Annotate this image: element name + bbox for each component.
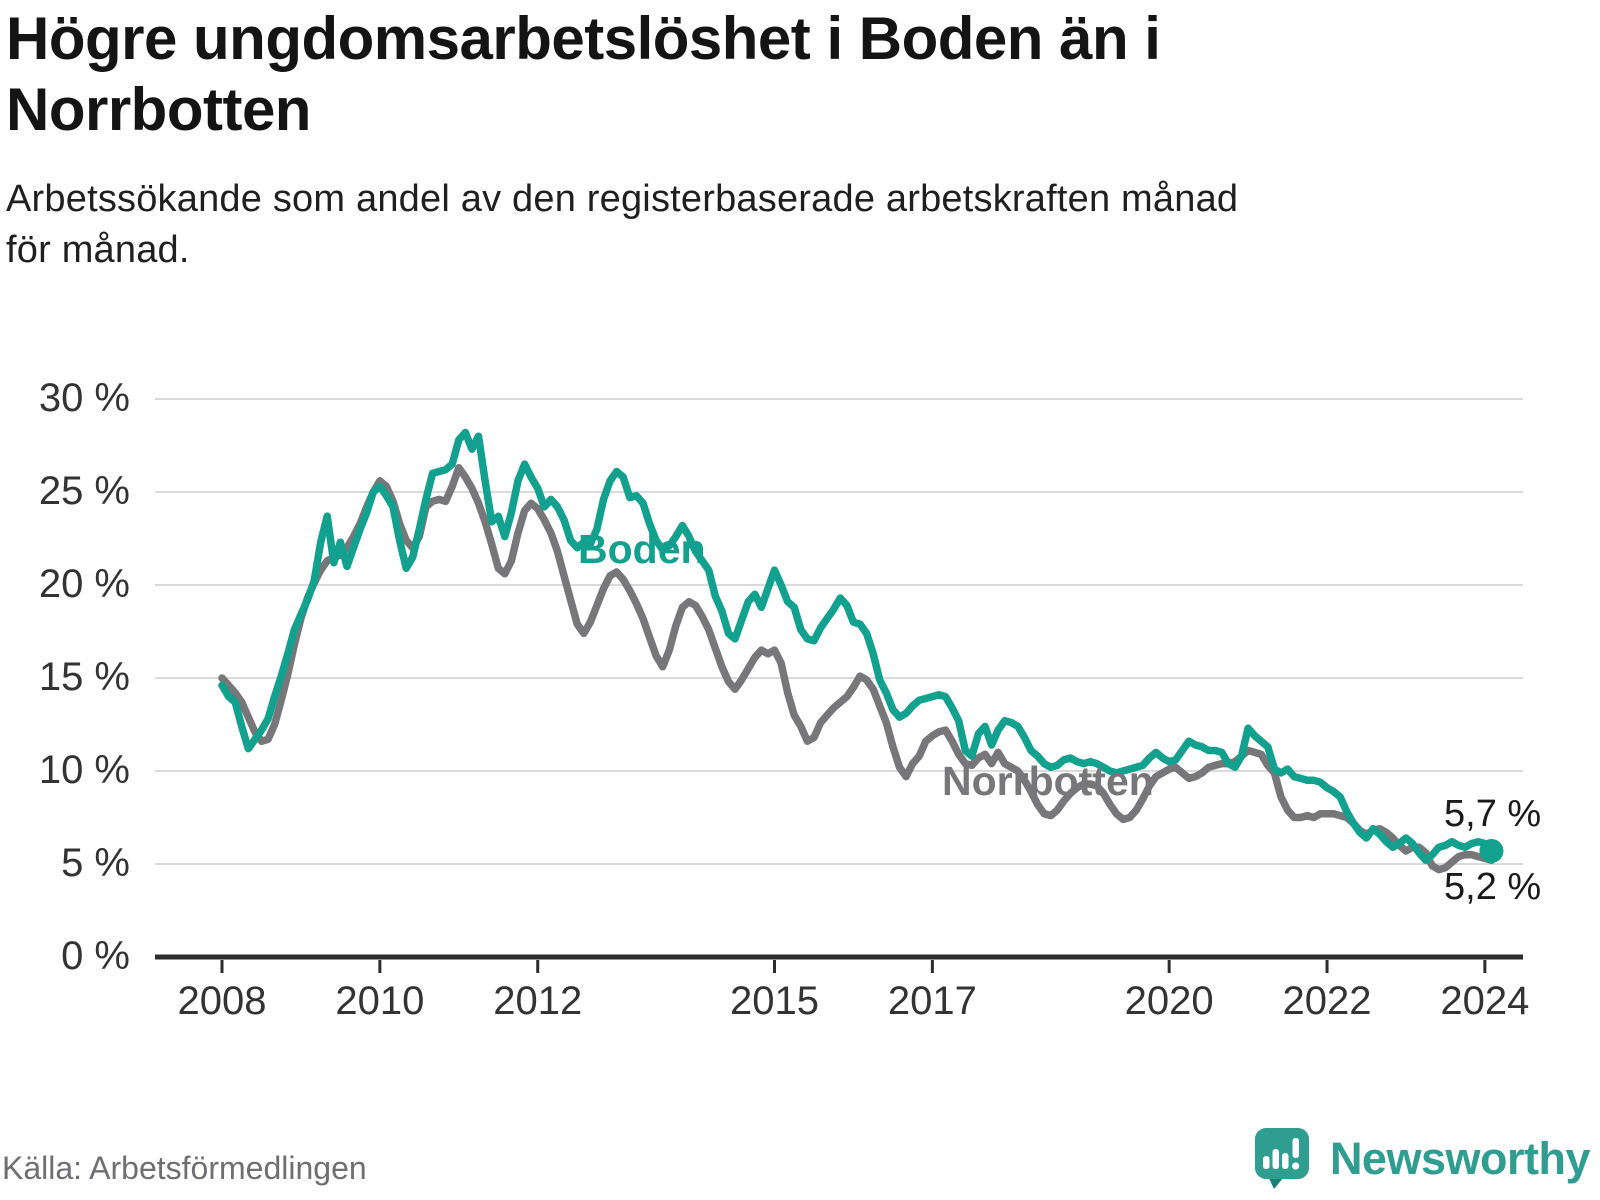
- x-tick-label: 2020: [1124, 979, 1214, 1023]
- y-tick-label: 25 %: [38, 469, 130, 513]
- series-label-norrbotten: Norrbotten: [942, 758, 1154, 804]
- y-tick-label: 0 %: [61, 934, 130, 978]
- y-tick-label: 15 %: [38, 655, 130, 699]
- x-tick-label: 2015: [730, 979, 819, 1023]
- y-tick-label: 30 %: [38, 376, 130, 420]
- y-tick-label: 10 %: [38, 748, 130, 792]
- end-value-label-norrbotten: 5,2 %: [1444, 866, 1542, 908]
- header: Högre ungdomsarbetslöshet i Boden än i N…: [6, 4, 1586, 276]
- x-tick-label: 2008: [177, 979, 267, 1023]
- newsworthy-logo-icon: [1254, 1128, 1309, 1189]
- x-tick-label: 2022: [1282, 979, 1372, 1023]
- x-tick-label: 2024: [1440, 979, 1530, 1023]
- x-tick-label: 2017: [887, 979, 977, 1023]
- y-tick-label: 5 %: [61, 841, 130, 885]
- end-dot: [1479, 838, 1504, 863]
- source-note: Källa: Arbetsförmedlingen: [2, 1150, 367, 1186]
- end-value-label-boden: 5,7 %: [1444, 793, 1542, 835]
- norrbotten-line: [218, 464, 1496, 874]
- x-tick-label: 2010: [335, 979, 425, 1023]
- page-subtitle: Arbetssökande som andel av den registerb…: [6, 177, 1239, 271]
- y-tick-label: 20 %: [38, 562, 130, 606]
- boden-line: [218, 428, 1496, 865]
- newsworthy-wordmark: Newsworthy: [1329, 1133, 1591, 1184]
- x-tick-label: 2012: [493, 979, 583, 1023]
- page-title: Högre ungdomsarbetslöshet i Boden än i N…: [6, 5, 1161, 143]
- series-label-boden: Boden: [578, 526, 706, 572]
- newsworthy-logo: Newsworthy: [1254, 1128, 1591, 1190]
